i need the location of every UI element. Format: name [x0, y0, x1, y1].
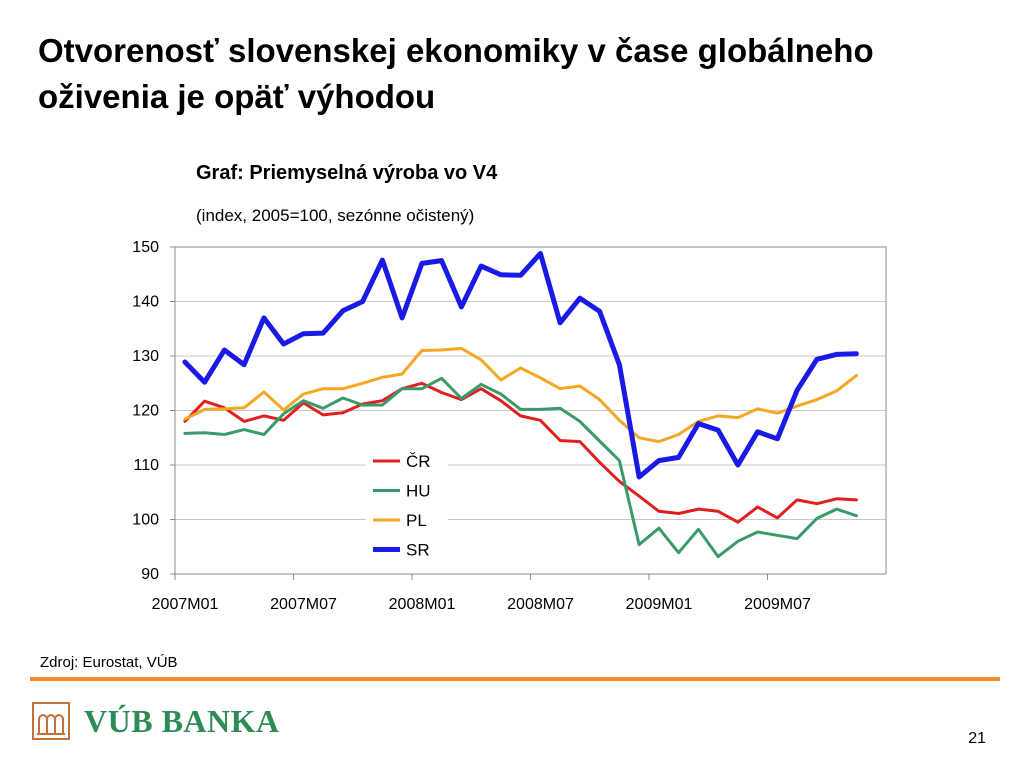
divider-rule: [30, 677, 1000, 681]
y-tick-label: 130: [132, 348, 159, 365]
slide-title: Otvorenosť slovenskej ekonomiky v čase g…: [38, 32, 874, 115]
series-line-0: [183, 381, 858, 524]
y-tick-label: 140: [132, 294, 159, 311]
y-tick-label: 110: [133, 457, 159, 474]
chart-title: Graf: Priemyselná výroba vo V4: [196, 162, 498, 184]
chart-subtitle: (index, 2005=100, sezónne očistený): [196, 206, 475, 225]
legend-label: ČR: [406, 452, 431, 471]
legend-label: HU: [406, 482, 431, 501]
vub-logo: VÚB BANKA: [32, 702, 280, 740]
legend-label: PL: [406, 511, 427, 530]
y-tick-label: 100: [132, 512, 159, 529]
source-note: Zdroj: Eurostat, VÚB: [40, 654, 178, 671]
series-line-3: [182, 251, 859, 480]
x-tick-label: 2009M01: [626, 596, 693, 613]
x-tick-label: 2007M01: [152, 596, 219, 613]
page-number: 21: [968, 730, 986, 747]
y-tick-label: 120: [132, 403, 159, 420]
y-tick-label: 150: [132, 239, 159, 256]
x-tick-label: 2008M01: [389, 596, 456, 613]
series-line-1: [183, 376, 858, 559]
x-tick-label: 2007M07: [270, 596, 337, 613]
x-tick-label: 2009M07: [744, 596, 811, 613]
y-tick-label: 90: [141, 566, 159, 583]
bank-building-icon: [32, 702, 70, 740]
series-line-2: [183, 346, 858, 444]
legend-label: SR: [406, 541, 430, 560]
logo-text: VÚB BANKA: [84, 702, 280, 739]
x-tick-label: 2008M07: [507, 596, 574, 613]
